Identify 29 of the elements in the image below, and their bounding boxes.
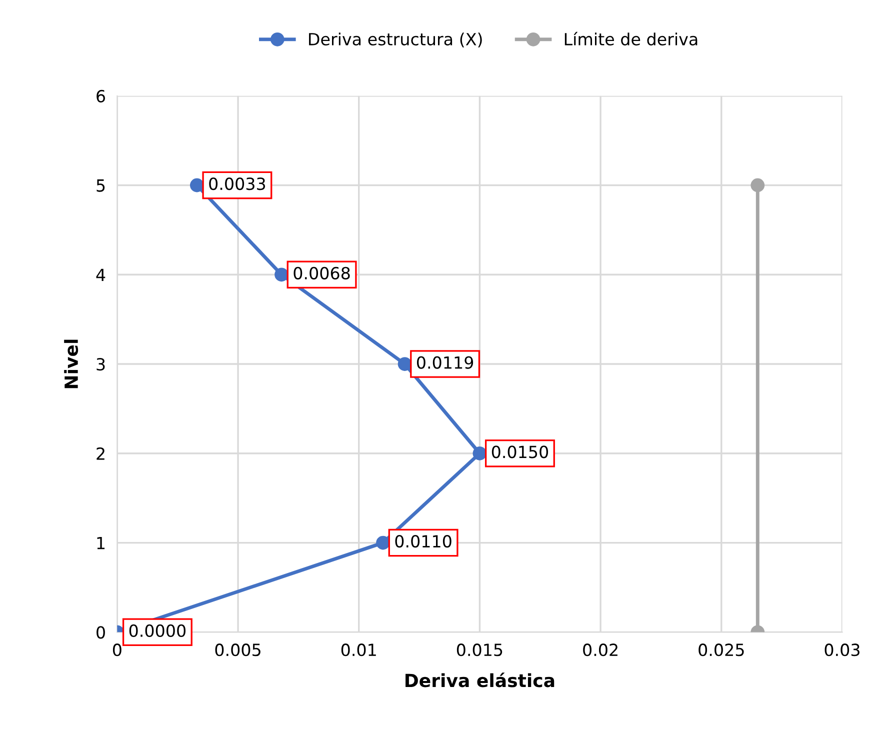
x-tick-label: 0.005 xyxy=(215,644,260,656)
point xyxy=(398,357,412,371)
point xyxy=(472,446,487,460)
annotation: 0.0000 xyxy=(129,624,186,637)
annotation: 0.0033 xyxy=(209,177,266,190)
y-tick-label: 0 xyxy=(96,626,105,639)
annotation: 0.0068 xyxy=(294,266,350,280)
x-tick-label: 0.02 xyxy=(583,644,618,656)
y-tick-label: 5 xyxy=(96,179,105,192)
point xyxy=(190,178,204,192)
y-tick-label: 6 xyxy=(96,90,106,102)
point xyxy=(750,178,765,192)
point xyxy=(274,268,288,282)
x-axis-title: Deriva elástica xyxy=(406,672,554,688)
x-tick-label: 0.03 xyxy=(824,644,860,656)
x-tick-label: 0.01 xyxy=(341,644,376,656)
y-axis-title: Nivel xyxy=(64,340,78,388)
annotation: 0.0119 xyxy=(416,356,474,369)
y-tick-label: 1 xyxy=(97,536,105,550)
x-tick-label: 0.025 xyxy=(698,644,744,656)
legend-label: Límite de deriva xyxy=(564,32,698,46)
y-tick-label: 4 xyxy=(96,268,106,281)
annotation: 0.0150 xyxy=(492,446,548,458)
x-tick-label: 0.015 xyxy=(456,644,502,656)
annotation: 0.0110 xyxy=(395,535,452,548)
y-tick-label: 3 xyxy=(96,358,105,371)
y-tick-label: 2 xyxy=(96,447,104,460)
x-tick-label: 0 xyxy=(112,644,122,656)
legend-label: Deriva estructura (X) xyxy=(309,32,482,48)
